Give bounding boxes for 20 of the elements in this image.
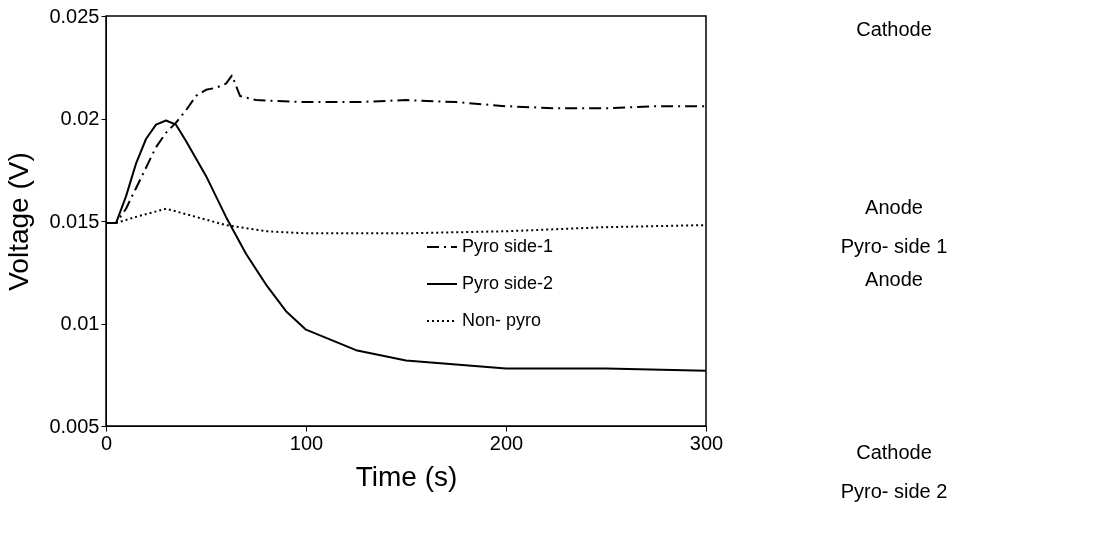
text: Anode: [865, 196, 923, 219]
y-tick-label: 0.005: [49, 414, 100, 437]
y-tick-label: 0.02: [60, 107, 100, 129]
text: Pyro- side 2: [840, 479, 948, 502]
text: Cathode: [856, 18, 932, 41]
y-tick-label: 0.025: [49, 4, 100, 27]
legend-label: Non- pyro: [462, 310, 542, 330]
y-tick-label: 0.015: [49, 209, 100, 232]
text: Cathode: [856, 441, 932, 464]
x-tick-label: 300: [689, 431, 724, 454]
x-axis-title: Time (s): [355, 460, 458, 492]
x-tick-label: 100: [289, 431, 324, 454]
text: Pyro- side 1: [840, 234, 948, 257]
legend-label: Pyro side-1: [462, 236, 554, 256]
y-tick-label: 0.01: [60, 312, 100, 334]
text: Anode: [865, 268, 923, 291]
legend-label: Pyro side-2: [462, 273, 554, 293]
x-tick-label: 0: [100, 431, 113, 454]
y-axis-title: Voltage (V): [3, 152, 35, 291]
x-tick-label: 200: [489, 431, 524, 454]
